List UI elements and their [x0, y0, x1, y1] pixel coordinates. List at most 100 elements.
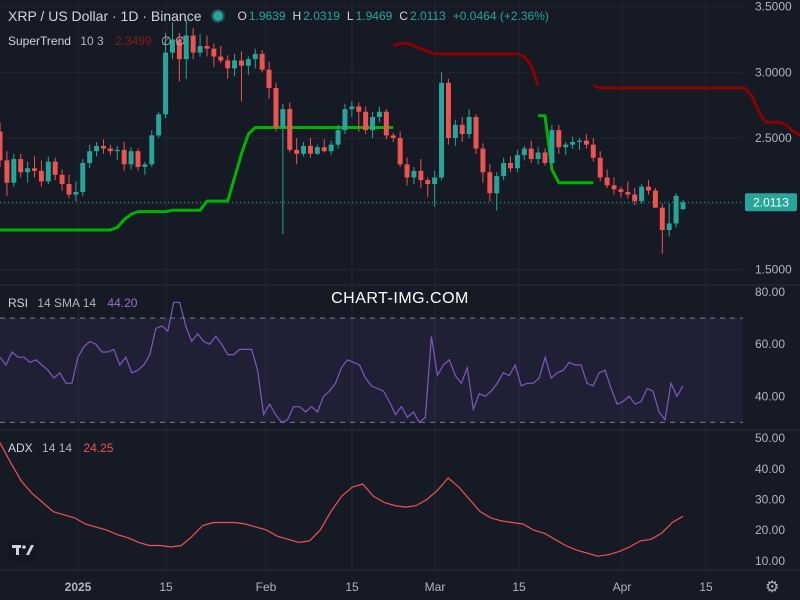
market-status-dot — [213, 11, 224, 21]
candle-body — [439, 82, 445, 178]
candle-body — [452, 124, 458, 139]
adx-legend[interactable]: ADX 14 14 24.25 — [8, 441, 119, 455]
candle — [211, 43, 217, 68]
candle-body — [542, 152, 548, 164]
candle-body — [238, 60, 244, 66]
supertrend-down-line — [392, 41, 540, 86]
candle-body — [190, 35, 196, 53]
candle-body — [563, 144, 569, 148]
rsi-tick-label: 80.00 — [755, 285, 785, 299]
candle-body — [514, 155, 520, 169]
candle — [528, 140, 534, 164]
candle — [87, 144, 93, 169]
candle — [197, 34, 203, 57]
candle — [245, 56, 251, 75]
candle — [73, 181, 79, 202]
candle — [494, 172, 500, 211]
candle-body — [583, 140, 589, 145]
supertrend-up-line — [538, 114, 594, 185]
candle-body — [211, 48, 217, 57]
candle — [11, 153, 17, 187]
candle — [342, 103, 348, 135]
candle — [625, 181, 631, 199]
candle-body — [432, 177, 438, 185]
adx-tick-label: 40.00 — [755, 462, 785, 476]
candle-body — [259, 53, 265, 70]
candle-body — [466, 116, 472, 135]
candle-body — [176, 39, 182, 60]
adx-tick-label: 30.00 — [755, 492, 785, 506]
candle-body — [570, 141, 576, 145]
rsi-name: RSI — [8, 296, 29, 310]
candle — [45, 156, 51, 185]
low-value: 1.9469 — [355, 9, 393, 23]
candle-body — [370, 116, 376, 131]
candle — [142, 161, 148, 175]
candle-body — [425, 180, 431, 185]
change-value: +0.0464 (+2.36%) — [452, 9, 549, 23]
candle-body — [314, 147, 320, 154]
candle-body — [197, 46, 203, 53]
candle — [156, 111, 162, 139]
candle-body — [0, 131, 3, 161]
settings-gear-icon[interactable]: ⚙ — [765, 579, 780, 596]
candle — [183, 19, 189, 79]
candle — [66, 174, 72, 199]
candle — [639, 184, 645, 204]
rsi-legend[interactable]: RSI 14 SMA 14 44.20 — [8, 296, 143, 310]
candle — [370, 111, 376, 139]
candle-body — [652, 190, 658, 208]
candle-body — [32, 168, 37, 171]
adx-pane — [0, 442, 684, 557]
candle — [570, 136, 576, 149]
candle — [597, 151, 603, 182]
supertrend-legend[interactable]: SuperTrend 10 3 2.3499 ∅ ∅ — [8, 34, 189, 48]
grid-lines — [0, 0, 800, 571]
high-label: H — [292, 9, 302, 23]
price-tick-label: 3.5000 — [755, 0, 792, 14]
candle-body — [266, 69, 272, 89]
candle-body — [528, 148, 534, 160]
candle — [632, 187, 638, 206]
candle — [501, 157, 507, 181]
candle-body — [494, 176, 500, 194]
candle-body — [349, 106, 355, 110]
time-tick-label: 2025 — [65, 580, 92, 594]
candle — [18, 153, 24, 178]
tradingview-logo[interactable] — [8, 538, 38, 562]
candle — [121, 141, 127, 171]
candle — [583, 134, 589, 149]
candle — [397, 131, 403, 167]
time-tick-label: Mar — [425, 580, 446, 594]
candle-body — [321, 147, 327, 152]
candle — [52, 157, 58, 181]
candle — [618, 186, 624, 198]
candle-body — [163, 52, 169, 115]
supertrend-up-line — [0, 126, 394, 232]
candle — [101, 139, 106, 154]
candle — [0, 122, 3, 167]
low-label: L — [346, 9, 354, 23]
candle-body — [356, 106, 362, 112]
candle-body — [521, 148, 527, 156]
candle — [466, 109, 472, 139]
candle-body — [25, 168, 31, 173]
symbol-title[interactable]: XRP / US Dollar · 1D · Binance — [8, 8, 202, 24]
time-tick-label: Feb — [256, 580, 277, 594]
close-value: 2.0113 — [409, 9, 446, 23]
candle-body — [363, 111, 369, 131]
candle — [487, 164, 493, 202]
candle-body — [549, 130, 555, 164]
candle-body — [611, 185, 617, 190]
candle — [149, 130, 155, 167]
candle-body — [128, 151, 134, 165]
rsi-value: 44.20 — [107, 296, 138, 310]
rsi-line — [0, 301, 684, 424]
candle — [652, 187, 658, 208]
candle — [280, 103, 286, 234]
candle-body — [80, 163, 86, 192]
candle-body — [487, 172, 493, 194]
candle-body — [680, 202, 686, 210]
candle-body — [659, 207, 665, 231]
